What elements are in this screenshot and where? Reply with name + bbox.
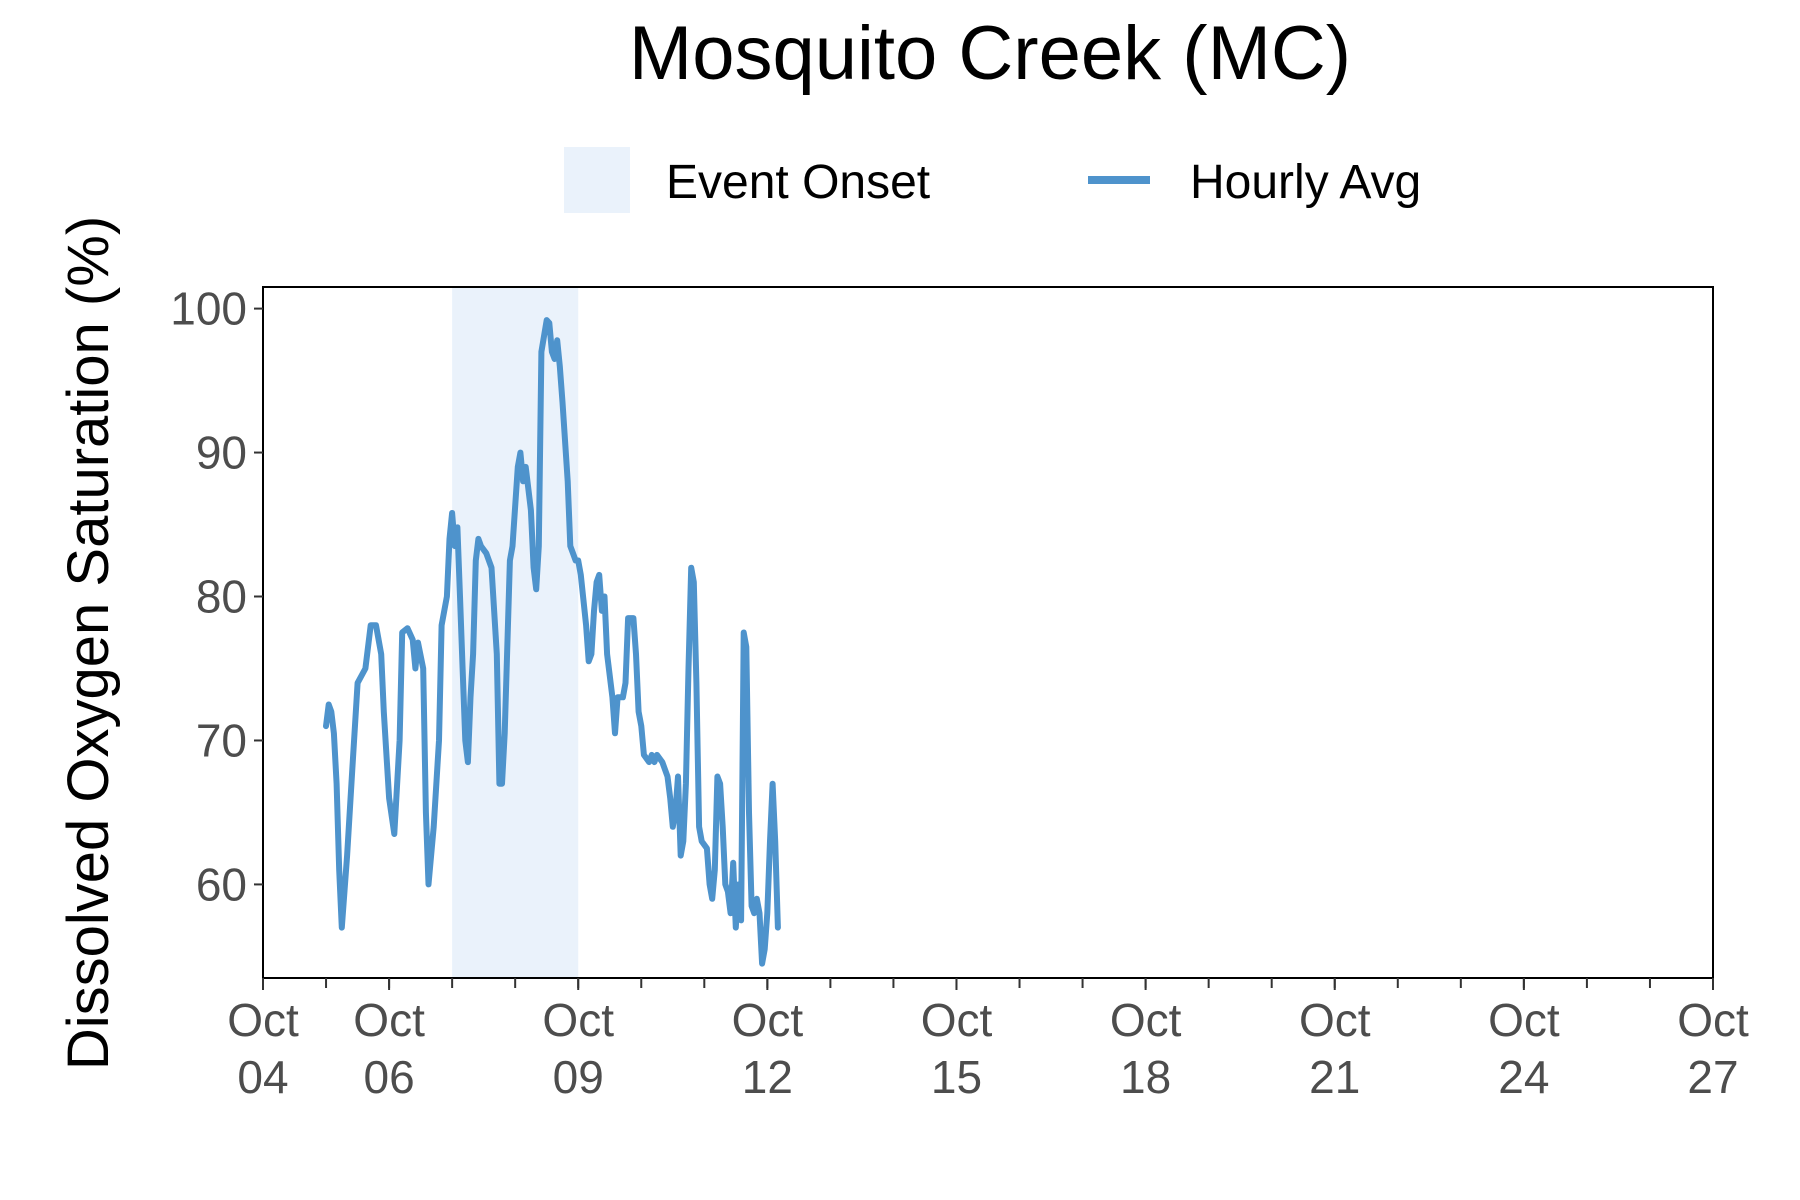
x-axis: Oct 04 Oct 06 Oct 09 Oct 12 Oct 15 Oct 18 Oct 21 Oct 24… — [227, 978, 1749, 1103]
x-tick-label: Oct 12 — [732, 994, 804, 1103]
x-tick-label: Oct 04 — [227, 994, 299, 1103]
y-axis-label: Dissolved Oxygen Saturation (%) — [56, 216, 121, 1070]
y-axis: 60 70 80 90 100 — [170, 283, 263, 910]
x-tick-label: Oct 09 — [542, 994, 614, 1103]
plot-border — [262, 286, 1714, 979]
legend-key-event-onset — [564, 147, 630, 213]
x-tick-label: Oct 15 — [921, 994, 993, 1103]
y-tick-label: 70 — [196, 714, 247, 766]
legend-label-hourly-avg: Hourly Avg — [1190, 156, 1421, 209]
x-tick-label: Oct 18 — [1110, 994, 1182, 1103]
x-tick-label: Oct 06 — [353, 994, 425, 1103]
y-tick-label: 90 — [196, 427, 247, 479]
plot-area — [262, 286, 1714, 979]
x-tick-label: Oct 21 — [1299, 994, 1371, 1103]
y-tick-label: 60 — [196, 858, 247, 910]
y-tick-label: 80 — [196, 571, 247, 623]
series-line-hourly-avg — [323, 317, 781, 967]
legend-label-event-onset: Event Onset — [666, 156, 930, 209]
legend: Event Onset Hourly Avg — [564, 147, 1421, 213]
x-tick-label: Oct 27 — [1677, 994, 1749, 1103]
x-tick-label: Oct 24 — [1488, 994, 1560, 1103]
y-tick-label: 100 — [170, 283, 247, 335]
chart-title: Mosquito Creek (MC) — [629, 11, 1351, 96]
